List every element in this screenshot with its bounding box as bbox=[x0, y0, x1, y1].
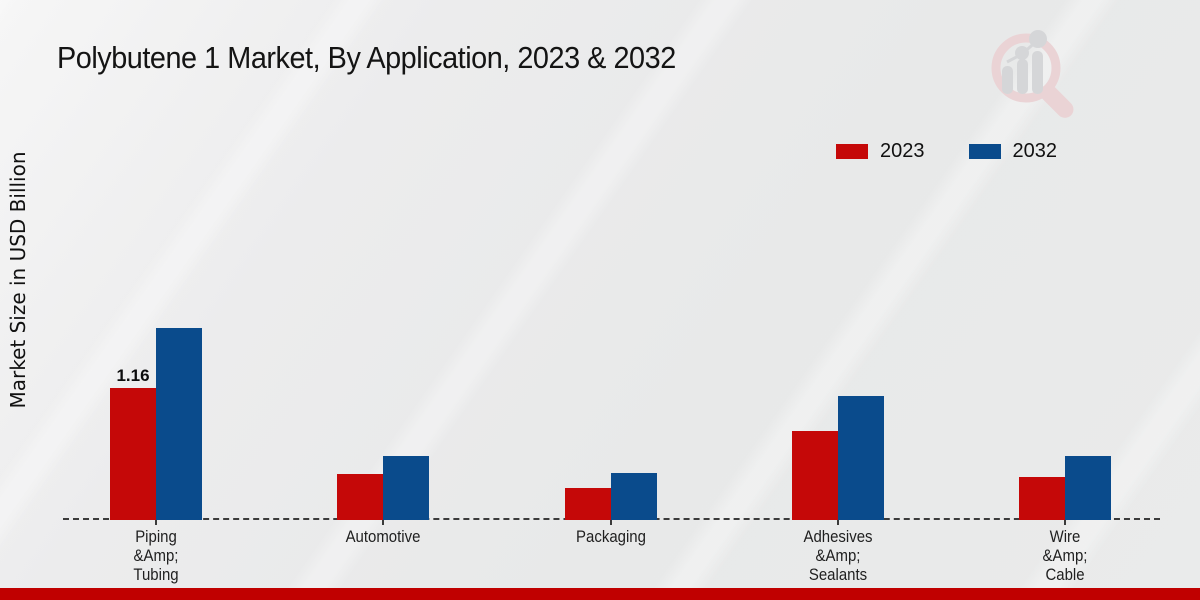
bar-2032-cat1 bbox=[383, 456, 430, 520]
bar-2032-cat0 bbox=[156, 328, 202, 520]
legend-label-2032: 2032 bbox=[1012, 140, 1058, 162]
bar-2032-cat2 bbox=[610, 473, 657, 520]
logo-bar-tall bbox=[1032, 51, 1043, 94]
bar-2032-cat4 bbox=[1065, 456, 1111, 520]
legend-item-2023: 2023 bbox=[836, 140, 925, 163]
legend-swatch-2023 bbox=[836, 144, 868, 159]
x-category-label: Automotive bbox=[345, 527, 421, 546]
bar-2023-cat2 bbox=[564, 488, 611, 520]
bar-2023-cat3 bbox=[791, 431, 838, 520]
bar-2032-cat3 bbox=[837, 396, 884, 520]
x-category-label: Packaging bbox=[575, 527, 646, 546]
x-axis-tick bbox=[609, 520, 612, 525]
bar-2023-cat1 bbox=[337, 474, 384, 520]
legend: 2023 2032 bbox=[836, 140, 1057, 163]
legend-item-2032: 2032 bbox=[968, 140, 1058, 163]
bottom-accent-bar bbox=[0, 588, 1200, 600]
x-axis-tick bbox=[836, 520, 839, 525]
brand-logo-icon bbox=[991, 30, 1074, 118]
x-category-label: Piping &Amp; Tubing bbox=[133, 527, 179, 584]
logo-bar-medium bbox=[1017, 59, 1028, 94]
magnifier-ring bbox=[991, 33, 1061, 103]
logo-bar-small bbox=[1002, 66, 1013, 94]
x-axis-tick bbox=[1064, 520, 1066, 525]
legend-label-2023: 2023 bbox=[880, 140, 925, 162]
bar-2023-cat4 bbox=[1019, 477, 1065, 520]
legend-swatch-2032 bbox=[968, 144, 1001, 159]
x-axis-tick bbox=[155, 520, 157, 525]
logo-dot-medium bbox=[1015, 46, 1029, 60]
magnifier-handle bbox=[1040, 84, 1074, 118]
x-axis-tick bbox=[382, 520, 385, 525]
x-category-label: Wire &Amp; Cable bbox=[1042, 527, 1088, 584]
logo-dot-large bbox=[1029, 30, 1047, 48]
bar-value-label: 1.16 bbox=[116, 366, 150, 385]
chart-title: Polybutene 1 Market, By Application, 202… bbox=[57, 40, 676, 75]
bar-2023-cat0 bbox=[110, 388, 156, 520]
x-category-label: Adhesives &Amp; Sealants bbox=[803, 527, 873, 584]
